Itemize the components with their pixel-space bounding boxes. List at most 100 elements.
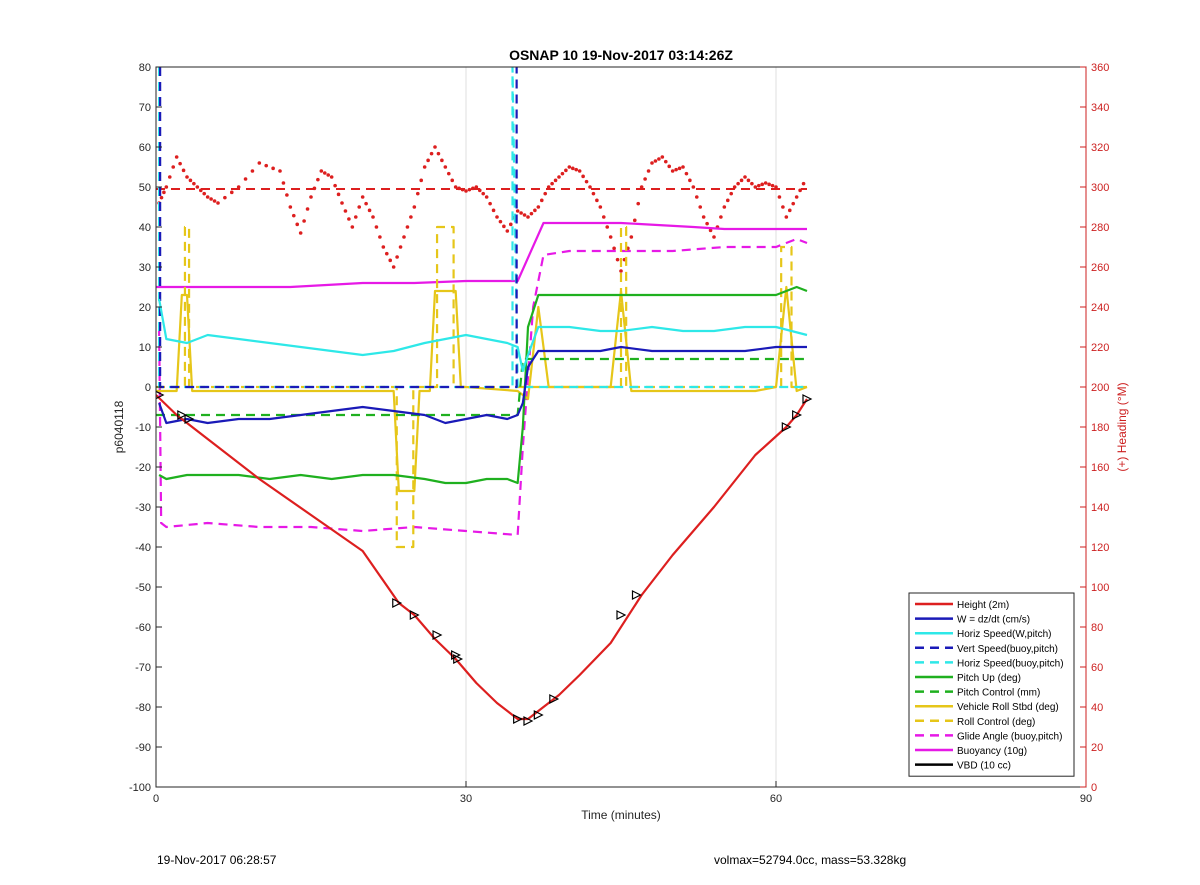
legend-label: W = dz/dt (cm/s) xyxy=(957,615,1030,626)
heading-point xyxy=(801,181,806,186)
height-marker xyxy=(631,590,642,600)
heading-point xyxy=(216,201,220,205)
legend-box xyxy=(908,592,1075,777)
heading-point xyxy=(677,166,682,171)
y-tick-label: -40 xyxy=(135,542,151,554)
heading-point xyxy=(388,258,393,263)
y2-tick-label: 220 xyxy=(1091,342,1109,354)
y-tick-label: 0 xyxy=(145,382,151,394)
heading-point xyxy=(312,186,317,191)
heading-point xyxy=(229,190,234,195)
heading-point xyxy=(719,215,723,219)
heading-point xyxy=(505,229,510,233)
heading-point xyxy=(774,185,778,189)
footer-vehicle-info: volmax=52794.0cc, mass=53.328kg xyxy=(714,853,907,867)
heading-point xyxy=(398,245,403,249)
heading-point xyxy=(415,191,420,196)
height-marker xyxy=(184,414,195,424)
y-tick-label: -90 xyxy=(135,742,151,754)
heading-point xyxy=(319,169,324,173)
y-tick-label: -50 xyxy=(135,582,151,594)
heading-point xyxy=(446,171,451,176)
y-tick-label: -20 xyxy=(135,462,151,474)
heading-point xyxy=(760,182,765,187)
y2-tick-label: 60 xyxy=(1091,662,1103,674)
y2-tick-label: 280 xyxy=(1091,222,1109,234)
heading-point xyxy=(353,215,358,219)
height-marker xyxy=(409,610,420,620)
y2-tick-label: 200 xyxy=(1091,382,1109,394)
heading-point xyxy=(763,181,768,185)
heading-point xyxy=(595,198,599,203)
y2-axis-label: (+) Heading (°M) xyxy=(1115,382,1129,471)
heading-point xyxy=(198,188,203,193)
x-tick-label: 30 xyxy=(460,793,472,805)
heading-point xyxy=(798,188,802,193)
heading-point xyxy=(612,246,616,251)
heading-point xyxy=(164,185,169,189)
heading-point xyxy=(185,175,189,179)
heading-point xyxy=(550,181,554,186)
heading-point xyxy=(288,205,293,209)
series-w-dz-dt-cm-s xyxy=(158,345,807,425)
height-marker xyxy=(513,714,524,724)
y2-tick-label: 0 xyxy=(1091,782,1097,794)
heading-point xyxy=(488,201,492,206)
height-marker xyxy=(432,630,443,640)
heading-point xyxy=(350,225,355,229)
heading-point xyxy=(384,251,389,256)
legend-label: Glide Angle (buoy,pitch) xyxy=(957,731,1062,742)
legend-label: VBD (10 cc) xyxy=(957,761,1011,772)
heading-point xyxy=(159,195,164,200)
heading-point xyxy=(543,191,548,196)
heading-point xyxy=(502,224,506,229)
heading-point xyxy=(181,168,186,173)
height-marker xyxy=(781,422,792,432)
heading-point xyxy=(374,225,379,229)
heading-point xyxy=(471,186,475,191)
heading-point xyxy=(326,173,331,177)
heading-point xyxy=(171,165,176,169)
legend-label: Pitch Control (mm) xyxy=(957,688,1040,699)
y2-tick-label: 300 xyxy=(1091,182,1109,194)
heading-point xyxy=(650,161,654,165)
heading-point xyxy=(753,185,758,189)
heading-point xyxy=(333,183,337,188)
heading-point xyxy=(302,219,306,223)
heading-point xyxy=(357,205,362,209)
series-roll-control-deg xyxy=(156,225,807,549)
y-tick-label: -80 xyxy=(135,702,151,714)
heading-point xyxy=(729,191,734,196)
heading-point xyxy=(519,211,523,215)
y2-tick-label: 20 xyxy=(1091,742,1103,754)
heading-point xyxy=(443,165,448,169)
heading-point xyxy=(598,205,603,209)
heading-point xyxy=(433,145,437,149)
heading-point xyxy=(619,269,623,273)
heading-point xyxy=(674,167,678,172)
heading-point xyxy=(162,190,166,195)
heading-point xyxy=(646,169,651,173)
heading-point xyxy=(457,186,461,191)
heading-point xyxy=(750,181,754,186)
y2-tick-label: 360 xyxy=(1091,62,1109,74)
heading-point xyxy=(557,175,561,179)
heading-point xyxy=(591,191,596,196)
legend-label: Vert Speed(buoy,pitch) xyxy=(957,644,1058,655)
heading-point xyxy=(725,198,730,203)
x-tick-label: 90 xyxy=(1080,793,1092,805)
heading-point xyxy=(722,205,727,209)
heading-point xyxy=(491,208,496,213)
heading-point xyxy=(257,161,262,165)
heading-point xyxy=(567,165,572,169)
heading-point xyxy=(291,213,296,218)
height-marker xyxy=(533,710,544,720)
heading-point xyxy=(426,158,430,163)
legend-label: Height (2m) xyxy=(957,600,1009,611)
heading-point xyxy=(708,228,713,233)
heading-point xyxy=(195,185,200,189)
series-glide-angle-buoy-pitch xyxy=(158,237,808,537)
heading-point xyxy=(371,215,375,219)
heading-point xyxy=(787,208,792,213)
heading-point xyxy=(608,235,613,239)
